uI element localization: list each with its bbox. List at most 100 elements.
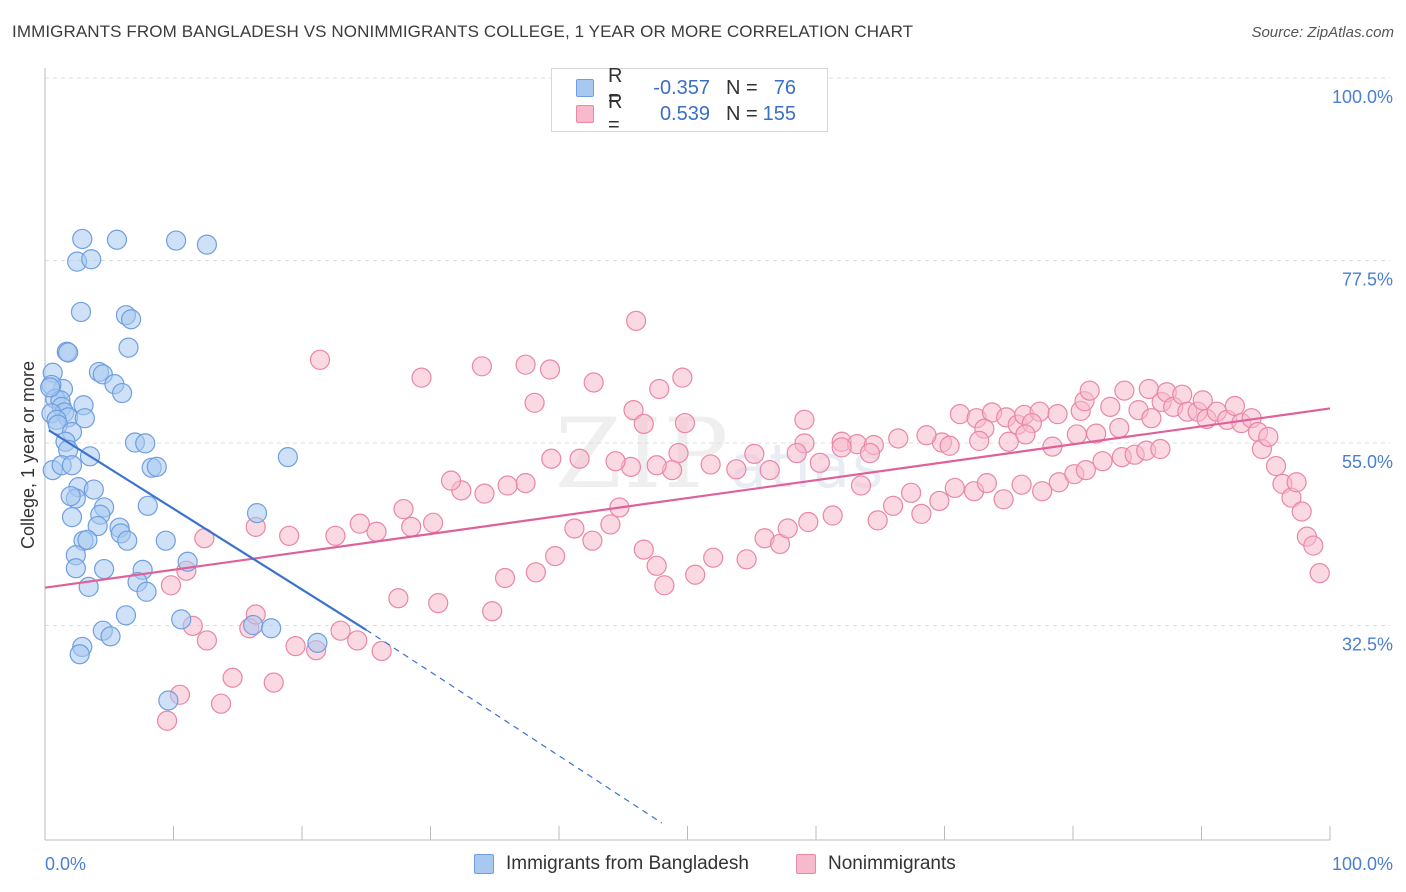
- nonimmigrant-point: [582, 530, 603, 551]
- nonimmigrant-point: [672, 367, 693, 388]
- bangladesh-point: [136, 581, 157, 602]
- nonimmigrant-point: [497, 475, 518, 496]
- nonimmigrant-point: [726, 459, 747, 480]
- nonimmigrant-point: [482, 601, 503, 622]
- nonimmigrant-point: [196, 630, 218, 651]
- bangladesh-point: [118, 337, 139, 358]
- bangladesh-point: [69, 644, 90, 665]
- bangladesh-point: [70, 301, 92, 323]
- y-tick-label: 100.0%: [1332, 87, 1393, 107]
- bangladesh-point: [81, 249, 102, 270]
- bangladesh-point: [94, 558, 115, 580]
- bottom-legend-nonimmigrants: Nonimmigrants: [796, 852, 956, 876]
- bangladesh-point: [106, 229, 128, 250]
- bangladesh-point: [100, 626, 121, 647]
- bangladesh-point: [77, 529, 98, 550]
- nonimmigrants-trend-line: [44, 407, 1331, 589]
- nonimmigrant-point: [279, 525, 300, 546]
- nonimmigrant-point: [831, 437, 852, 458]
- nonimmigrant-point: [1265, 455, 1287, 477]
- bangladesh-point: [74, 408, 95, 429]
- bangladesh-point: [61, 455, 83, 476]
- x-tick-label: 0.0%: [45, 854, 86, 874]
- nonimmigrant-point: [1291, 501, 1312, 522]
- nonimmigrant-point: [474, 483, 495, 504]
- bangladesh-point: [246, 502, 268, 524]
- bottom-legend-swatch-bangladesh: [474, 854, 494, 874]
- nonimmigrant-point: [494, 567, 516, 589]
- nonimmigrant-point: [646, 455, 667, 476]
- legend-n-value: 155: [762, 102, 796, 125]
- nonimmigrant-point: [916, 425, 937, 446]
- nonimmigrant-point: [1150, 438, 1171, 460]
- nonimmigrant-point: [1100, 396, 1121, 417]
- nonimmigrant-point: [625, 310, 647, 331]
- nonimmigrant-point: [685, 564, 706, 585]
- nonimmigrant-point: [1047, 404, 1068, 425]
- nonimmigrant-point: [605, 451, 626, 472]
- nonimmigrant-point: [1092, 451, 1113, 472]
- nonimmigrant-point: [541, 448, 562, 469]
- legend-r-value: 0.539: [659, 102, 710, 125]
- nonimmigrant-point: [703, 547, 724, 568]
- nonimmigrant-point: [668, 442, 689, 464]
- y-tick-label: 77.5%: [1342, 270, 1393, 290]
- nonimmigrant-point: [210, 693, 232, 714]
- nonimmigrant-point: [545, 545, 566, 567]
- nonimmigrant-point: [1141, 408, 1162, 429]
- nonimmigrant-point: [809, 452, 830, 473]
- bangladesh-point: [61, 507, 83, 528]
- bangladesh-point: [171, 609, 192, 630]
- nonimmigrant-point: [1224, 395, 1246, 417]
- correlation-legend: R = -0.357 N = 76 R = 0.539 N = 155: [551, 65, 828, 136]
- legend-swatch-nonimmigrants: [576, 105, 594, 123]
- nonimmigrant-point: [900, 482, 922, 503]
- nonimmigrant-point: [1172, 384, 1193, 405]
- legend-r-label: R =: [608, 91, 623, 136]
- nonimmigrant-point: [347, 630, 368, 651]
- bottom-legend-swatch-nonimmigrants: [796, 854, 816, 874]
- legend-r-label: R =: [608, 65, 623, 110]
- nonimmigrant-point: [633, 539, 654, 560]
- nonimmigrant-point: [1114, 380, 1135, 401]
- nonimmigrant-point: [674, 412, 696, 434]
- nonimmigrant-point: [222, 667, 243, 688]
- nonimmigrant-point: [1258, 426, 1279, 447]
- bangladesh-point: [117, 530, 138, 551]
- nonimmigrant-point: [539, 359, 561, 380]
- bangladesh-point: [196, 234, 218, 255]
- bottom-legend-label-bangladesh: Immigrants from Bangladesh: [506, 853, 749, 874]
- bangladesh-point: [307, 632, 328, 653]
- bangladesh-point: [58, 342, 79, 363]
- bangladesh-point: [137, 495, 158, 516]
- nonimmigrant-point: [1309, 563, 1330, 584]
- nonimmigrant-point: [911, 503, 932, 525]
- bangladesh-point: [146, 456, 167, 477]
- nonimmigrant-point: [428, 593, 449, 614]
- nonimmigrant-point: [1079, 380, 1100, 401]
- bangladesh-point: [261, 618, 282, 639]
- nonimmigrant-point: [309, 349, 331, 370]
- nonimmigrant-point: [850, 475, 872, 496]
- nonimmigrant-point: [998, 431, 1019, 452]
- bottom-legend-label-nonimmigrants: Nonimmigrants: [828, 853, 956, 874]
- nonimmigrant-point: [330, 620, 351, 641]
- nonimmigrant-point: [859, 442, 881, 464]
- bangladesh-trend-line: [48, 429, 367, 631]
- nonimmigrant-point: [422, 512, 444, 533]
- nonimmigrant-point: [633, 413, 654, 434]
- nonimmigrant-point: [285, 636, 306, 657]
- nonimmigrant-point: [744, 443, 765, 464]
- nonimmigrant-point: [969, 430, 990, 452]
- nonimmigrant-point: [263, 672, 284, 693]
- nonimmigrant-point: [736, 549, 757, 570]
- bangladesh-point: [158, 690, 179, 711]
- legend-row-bangladesh: R = -0.357 N = 76: [576, 65, 796, 110]
- nonimmigrant-point: [156, 710, 178, 731]
- nonimmigrant-point: [515, 354, 536, 375]
- bangladesh-point: [277, 447, 298, 468]
- nonimmigrant-point: [1286, 472, 1307, 493]
- nonimmigrant-point: [949, 404, 971, 425]
- nonimmigrant-point: [411, 367, 432, 388]
